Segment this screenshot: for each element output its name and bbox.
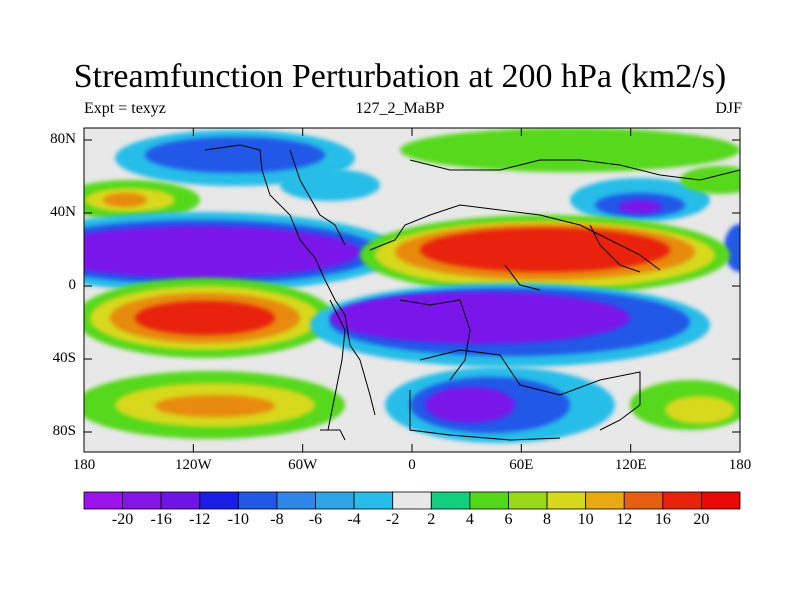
- coastline-8: [320, 429, 346, 441]
- lat-label: 40S: [52, 350, 76, 366]
- coastline-7: [409, 390, 561, 441]
- colorbar-box-11: [508, 491, 548, 510]
- coastlines: [204, 144, 740, 441]
- field-contour-22: [135, 301, 275, 335]
- lat-label: 40N: [50, 204, 76, 220]
- colorbar-box-1: [122, 491, 162, 510]
- coastline-9: [589, 224, 641, 273]
- colorbar-box-14: [623, 491, 664, 510]
- field-contour-13: [84, 226, 360, 278]
- colorbar-label: -8: [270, 511, 284, 528]
- axis-ticks: [83, 128, 741, 452]
- lon-label: 60E: [509, 457, 534, 473]
- field-contour-6: [400, 128, 740, 172]
- colorbar-box-4: [237, 491, 278, 510]
- colorbar-label: -10: [227, 511, 249, 528]
- colorbar-box-9: [430, 491, 471, 510]
- coastline-6: [419, 349, 641, 431]
- field-contour-25: [330, 292, 630, 344]
- colorbar-box-3: [199, 491, 239, 510]
- colorbar-box-8: [392, 491, 432, 510]
- lon-label: 120W: [174, 457, 212, 473]
- lon-label: 180: [72, 457, 96, 473]
- colorbar-label: 6: [504, 511, 513, 528]
- lon-label: 180: [728, 457, 752, 473]
- colorbar-label: -2: [386, 511, 400, 528]
- field-contour-31: [425, 387, 515, 423]
- colorbar-label: 4: [465, 511, 474, 528]
- colorbar-label: -20: [111, 511, 134, 528]
- plot-title: Streamfunction Perturbation at 200 hPa (…: [73, 58, 727, 95]
- colorbar-box-16: [701, 491, 741, 510]
- field-contour-18: [420, 228, 670, 272]
- lat-label: 80N: [50, 131, 76, 147]
- colorbar-box-10: [469, 491, 509, 510]
- coastline-0: [204, 144, 376, 416]
- colorbar-label: 8: [543, 511, 552, 528]
- lat-label: 80S: [52, 423, 76, 439]
- colorbar-label: -6: [308, 511, 323, 528]
- colorbar-box-0: [83, 491, 123, 510]
- lon-label: 60W: [288, 457, 318, 473]
- coastline-2: [327, 299, 346, 431]
- field-contour-1: [145, 137, 325, 173]
- run-label: 127_2_MaBP: [355, 100, 445, 117]
- lat-label: 0: [68, 277, 77, 293]
- colorbar-label: 20: [693, 511, 710, 528]
- colorbar-box-7: [353, 491, 394, 510]
- experiment-label: Expt = texyz: [84, 100, 166, 117]
- colorbar-label: 2: [427, 511, 436, 528]
- colorbar-label: 12: [616, 511, 633, 528]
- lon-label: 120E: [614, 457, 647, 473]
- colorbar-box-13: [585, 491, 625, 510]
- coastline-3: [369, 204, 661, 271]
- field-contour-10: [103, 193, 147, 207]
- colorbar-box-6: [315, 491, 355, 510]
- colorbar-label: -12: [189, 511, 211, 528]
- coastline-5: [399, 299, 471, 381]
- field-contour-28: [155, 395, 275, 417]
- colorbar-box-5: [276, 491, 316, 510]
- field-contour-7: [680, 166, 740, 194]
- field-contour-33: [665, 396, 735, 424]
- colorbar: [83, 491, 741, 510]
- coastline-10: [504, 264, 541, 291]
- colorbar-box-12: [546, 491, 587, 510]
- colorbar-box-15: [662, 491, 702, 510]
- coastline-1: [289, 149, 346, 246]
- colorbar-label: -16: [150, 511, 172, 528]
- field-contour-5: [280, 169, 380, 201]
- colorbar-box-2: [160, 491, 201, 510]
- colorbar-label: 16: [654, 511, 671, 528]
- lon-label: 0: [408, 457, 416, 473]
- colorbar-label: 10: [577, 511, 594, 528]
- colorbar-label: -4: [347, 511, 361, 528]
- field-contour-4: [618, 200, 662, 214]
- season-label: DJF: [715, 100, 742, 117]
- coastline-4: [409, 159, 740, 181]
